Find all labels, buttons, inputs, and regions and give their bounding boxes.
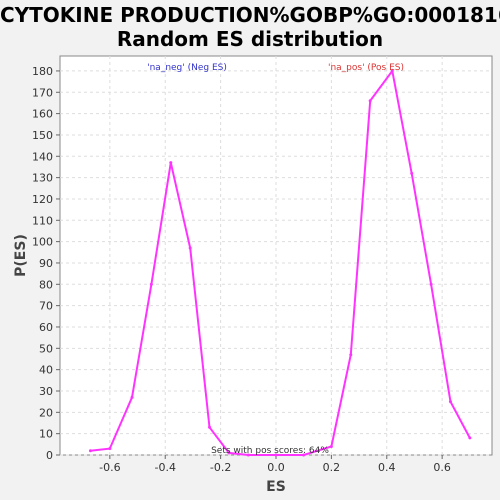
y-tick-label: 70 (39, 300, 53, 313)
y-tick-label: 30 (39, 385, 53, 398)
y-tick-label: 80 (39, 278, 53, 291)
y-tick-label: 10 (39, 428, 53, 441)
data-point (208, 425, 212, 429)
chart-title-line1: CYTOKINE PRODUCTION%GOBP%GO:0001816: (0, 3, 500, 27)
data-point (169, 161, 173, 165)
y-tick-label: 170 (32, 86, 53, 99)
y-tick-label: 130 (32, 172, 53, 185)
x-tick-label: 0.4 (378, 461, 396, 474)
y-tick-label: 0 (46, 449, 53, 462)
y-tick-label: 20 (39, 406, 53, 419)
data-point (368, 99, 372, 103)
data-point (274, 453, 278, 457)
y-tick-label: 150 (32, 129, 53, 142)
x-tick-label: -0.6 (99, 461, 120, 474)
data-point (448, 400, 452, 404)
x-tick-label: -0.4 (154, 461, 175, 474)
y-tick-label: 120 (32, 193, 53, 206)
chart-title-line2: Random ES distribution (116, 27, 384, 51)
y-tick-label: 40 (39, 364, 53, 377)
y-tick-label: 100 (32, 236, 53, 249)
y-tick-label: 140 (32, 150, 53, 163)
data-point (246, 453, 250, 457)
y-tick-label: 110 (32, 214, 53, 227)
x-axis-label: ES (266, 479, 286, 495)
y-axis-ticks: 0 10 20 30 40 50 60 70 80 90 100 110 120 130 140 150 160… (32, 65, 60, 462)
data-point (302, 453, 306, 457)
data-point (88, 449, 92, 453)
es-distribution-points (88, 69, 472, 457)
data-point (329, 444, 333, 448)
y-tick-label: 50 (39, 342, 53, 355)
data-point (349, 353, 353, 357)
x-tick-label: 0.6 (433, 461, 451, 474)
data-point (227, 451, 231, 455)
y-axis-label: P(ES) (13, 234, 29, 277)
x-tick-label: 0.2 (323, 461, 341, 474)
pos-es-annotation: 'na_pos' (Pos ES) (328, 63, 404, 73)
data-point (130, 395, 134, 399)
data-point (468, 436, 472, 440)
data-point (108, 447, 112, 451)
y-tick-label: 90 (39, 257, 53, 270)
data-point (410, 171, 414, 175)
grid-lines (60, 56, 492, 456)
y-tick-label: 180 (32, 65, 53, 78)
pos-scores-annotation: Sets with pos scores: 64% (211, 446, 329, 456)
x-tick-label: -0.2 (210, 461, 231, 474)
x-tick-label: 0.0 (267, 461, 285, 474)
data-point (188, 246, 192, 250)
data-point (149, 282, 153, 286)
y-tick-label: 60 (39, 321, 53, 334)
data-point (390, 69, 394, 73)
y-tick-label: 160 (32, 108, 53, 121)
x-axis-ticks: -0.6 -0.4 -0.2 0.0 0.2 0.4 0.6 (99, 455, 451, 474)
data-point (429, 282, 433, 286)
neg-es-annotation: 'na_neg' (Neg ES) (147, 63, 227, 73)
